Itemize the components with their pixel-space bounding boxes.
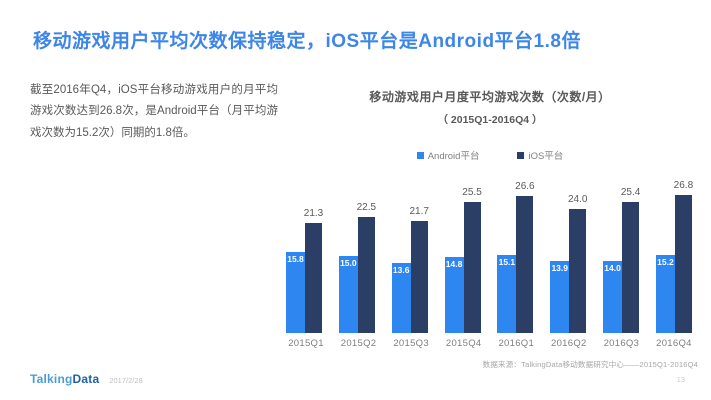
x-axis-label-2016Q1: 2016Q1 — [498, 338, 535, 349]
bar-group-2015Q2: 15.0 22.5 — [338, 202, 377, 333]
logo-data: Data — [72, 372, 100, 386]
x-axis-label-2015Q4: 2015Q4 — [445, 338, 482, 349]
bar-value-label: 26.8 — [673, 180, 694, 191]
bar-value-label: 24.0 — [567, 194, 588, 205]
footer: TalkingData 2017/2/28 — [30, 372, 143, 386]
chart: 移动游戏用户月度平均游戏次数（次数/月） （ 2015Q1-2016Q4 ） A… — [280, 88, 700, 370]
logo-talking: Talking — [30, 372, 73, 386]
bar-group-2016Q3: 14.0 25.4 — [603, 187, 641, 333]
x-axis-label-2015Q3: 2015Q3 — [393, 338, 429, 349]
bar-value-label: 21.3 — [303, 208, 324, 219]
ios-bar-2015Q1: 21.3 — [304, 208, 323, 333]
x-axis-label-2015Q2: 2015Q2 — [340, 338, 377, 349]
chart-title: 移动游戏用户月度平均游戏次数（次数/月） — [369, 90, 611, 104]
footer-date: 2017/2/28 — [109, 376, 143, 385]
legend-item-android: Android平台 — [416, 148, 480, 162]
android-bar-2016Q4: 15.2 — [655, 255, 675, 333]
bar-value-label: 13.9 — [551, 263, 568, 273]
bar-value-label: 25.4 — [620, 187, 641, 198]
x-axis-label-2016Q4: 2016Q4 — [656, 338, 692, 349]
data-source-note: 数据来源：TalkingData移动数据研究中心——2015Q1-2016Q4 — [482, 360, 698, 369]
bar-value-label: 15.1 — [498, 257, 516, 267]
summary-text: 截至2016年Q4，iOS平台移动游戏用户的月平均游戏次数达到26.8次，是An… — [30, 84, 278, 139]
bar-value-label: 13.6 — [392, 265, 410, 275]
bar-value-label: 15.8 — [287, 254, 304, 264]
chart-plot: 15.8 21.3 15.0 22.5 13.6 21.7 14.8 25.5 15.1 26.6… — [280, 169, 700, 333]
bar-value-label: 14.8 — [445, 259, 463, 269]
bar-group-2015Q4: 14.8 25.5 — [444, 187, 483, 333]
x-axis-label-2016Q3: 2016Q3 — [603, 338, 640, 349]
android-bar-2015Q4: 14.8 — [444, 257, 464, 333]
legend-swatch-icon — [416, 151, 424, 159]
android-bar-2016Q2: 13.9 — [550, 261, 570, 333]
bar-value-label: 22.5 — [356, 202, 377, 213]
chart-legend: Android平台 iOS平台 — [280, 148, 700, 162]
x-axis-label-2016Q2: 2016Q2 — [551, 338, 587, 349]
chart-subtitle: （ 2015Q1-2016Q4 ） — [437, 114, 543, 126]
bar-group-2016Q1: 15.1 26.6 — [497, 181, 535, 333]
bar-group-2015Q1: 15.8 21.3 — [286, 208, 324, 333]
ios-bar-2015Q3: 21.7 — [409, 206, 429, 333]
bar-group-2016Q2: 13.9 24.0 — [550, 194, 588, 333]
bar-value-label: 21.7 — [409, 206, 429, 217]
legend-swatch-icon — [517, 151, 525, 159]
android-bar-2015Q3: 13.6 — [391, 263, 411, 333]
bar-group-2015Q3: 13.6 21.7 — [391, 206, 430, 333]
x-axis-label-2015Q1: 2015Q1 — [288, 338, 324, 349]
ios-bar-2015Q4: 25.5 — [462, 187, 482, 333]
bar-value-label: 15.2 — [657, 257, 674, 267]
ios-bar-2016Q3: 25.4 — [621, 187, 640, 333]
page-title: 移动游戏用户平均次数保持稳定，iOS平台是Android平台1.8倍 — [33, 31, 581, 52]
bar-group-2016Q4: 15.2 26.8 — [655, 180, 694, 333]
legend-item-ios: iOS平台 — [517, 148, 563, 162]
android-bar-2015Q1: 15.8 — [286, 252, 305, 333]
ios-bar-2016Q2: 24.0 — [568, 194, 587, 333]
ios-bar-2015Q2: 22.5 — [357, 202, 376, 333]
android-bar-2016Q3: 14.0 — [603, 261, 623, 333]
ios-bar-2016Q1: 26.6 — [515, 181, 535, 333]
talkingdata-logo: TalkingData — [30, 372, 99, 386]
android-bar-2015Q2: 15.0 — [338, 256, 358, 333]
legend-label: Android平台 — [427, 151, 480, 162]
bar-value-label: 14.0 — [604, 263, 621, 273]
android-bar-2016Q1: 15.1 — [497, 255, 517, 333]
legend-label: iOS平台 — [528, 151, 564, 162]
bar-value-label: 26.6 — [515, 181, 535, 192]
ios-bar-2016Q4: 26.8 — [674, 180, 693, 333]
x-axis-labels: 2015Q1 2015Q2 2015Q3 2015Q4 2016Q1 2016Q2 2016… — [280, 338, 700, 349]
bar-value-label: 25.5 — [462, 187, 482, 198]
page-number: 13 — [676, 375, 685, 384]
bar-value-label: 15.0 — [340, 258, 357, 268]
